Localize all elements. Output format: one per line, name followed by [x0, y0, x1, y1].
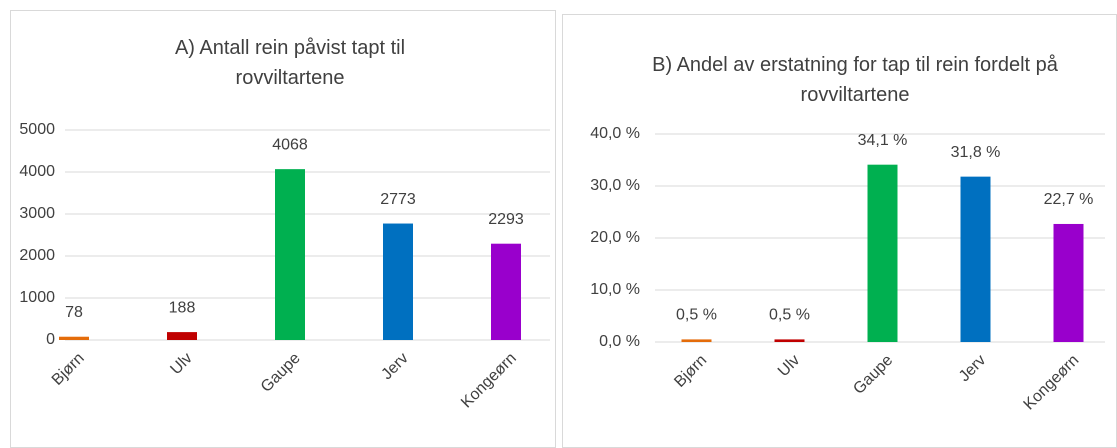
- bar: [383, 223, 413, 340]
- x-tick-label: Jerv: [956, 352, 989, 385]
- data-label: 22,7 %: [1044, 191, 1094, 208]
- data-label: 0,5 %: [676, 307, 717, 324]
- data-label: 2293: [488, 211, 524, 228]
- bar: [774, 339, 805, 342]
- bar: [275, 169, 305, 340]
- y-tick-label: 40,0 %: [590, 125, 640, 142]
- data-label: 188: [169, 299, 196, 316]
- y-tick-label: 10,0 %: [590, 281, 640, 298]
- x-tick-label: Kongeørn: [1021, 352, 1083, 414]
- data-label: 34,1 %: [858, 132, 908, 149]
- panel-b: [562, 14, 1117, 448]
- x-tick-label: Ulv: [167, 350, 195, 378]
- bar: [681, 339, 712, 342]
- data-label: 78: [65, 304, 83, 321]
- x-tick-label: Ulv: [775, 352, 803, 380]
- y-tick-label: 1000: [19, 289, 55, 306]
- x-tick-label: Jerv: [378, 350, 411, 383]
- chart-title: A) Antall rein påvist tapt til rovviltar…: [174, 37, 406, 89]
- y-tick-label: 5000: [19, 121, 55, 138]
- bar: [1053, 223, 1084, 342]
- x-tick-label: Kongeørn: [458, 350, 520, 412]
- bar: [59, 336, 89, 340]
- x-tick-label: Gaupe: [850, 352, 896, 398]
- bar: [867, 164, 898, 342]
- bar: [491, 243, 521, 340]
- data-label: 0,5 %: [769, 307, 810, 324]
- data-label: 4068: [272, 136, 308, 153]
- y-tick-label: 30,0 %: [590, 177, 640, 194]
- chart-title: B) Andel av erstatning for tap til rein …: [652, 54, 1058, 106]
- data-label: 31,8 %: [951, 144, 1001, 161]
- x-tick-label: Gaupe: [258, 350, 304, 396]
- bar: [167, 332, 197, 340]
- data-label: 2773: [380, 191, 416, 208]
- y-tick-label: 0: [46, 331, 55, 348]
- x-tick-label: Bjørn: [49, 350, 88, 389]
- y-tick-label: 0,0 %: [599, 333, 640, 350]
- y-tick-label: 4000: [19, 163, 55, 180]
- y-tick-label: 3000: [19, 205, 55, 222]
- y-tick-label: 20,0 %: [590, 229, 640, 246]
- y-tick-label: 2000: [19, 247, 55, 264]
- x-tick-label: Bjørn: [671, 352, 710, 391]
- bar: [960, 176, 991, 342]
